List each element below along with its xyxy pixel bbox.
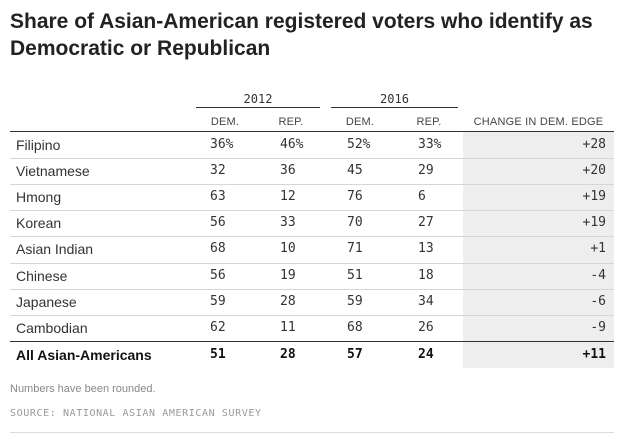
dem-2012-cell: 32 [210, 163, 226, 179]
bottom-rule [10, 432, 614, 433]
rep-2012-cell: 12 [280, 189, 296, 205]
group-header-2016: 2016 [380, 92, 409, 106]
change-cell: +28 [582, 137, 606, 152]
header-rule [10, 131, 614, 132]
group-name-cell: Filipino [16, 137, 61, 153]
change-cell: +19 [582, 189, 606, 205]
table-row: Chinese 56 19 51 18 -4 [10, 263, 614, 289]
rep-2016-cell: 13 [418, 241, 434, 257]
rep-2016-cell: 33% [418, 137, 442, 152]
dem-2016-cell: 71 [347, 241, 363, 257]
total-row: All Asian-Americans 51 28 57 24 +11 [10, 342, 614, 368]
group-underline-2012 [196, 107, 320, 108]
dem-2012-cell: 68 [210, 241, 226, 257]
group-name-cell: Vietnamese [16, 163, 90, 180]
footnote: Numbers have been rounded. [10, 383, 156, 395]
rep-2012-cell: 28 [280, 346, 296, 362]
group-name-cell: Korean [16, 215, 62, 232]
rep-2016-cell: 27 [418, 215, 434, 231]
rep-2012-cell: 11 [280, 319, 296, 335]
change-cell: -4 [590, 267, 606, 283]
rep-2016-cell: 24 [418, 346, 434, 362]
row-separator [10, 263, 614, 264]
row-separator [10, 210, 614, 211]
chart-title: Share of Asian-American registered voter… [10, 10, 593, 60]
dem-2016-cell: 57 [347, 346, 363, 362]
group-name-cell: Japanese [16, 293, 77, 310]
dem-2016-cell: 70 [347, 215, 363, 231]
total-rule [10, 341, 614, 342]
change-cell: -6 [590, 293, 606, 309]
dem-2016-cell: 68 [347, 319, 363, 335]
dem-2016-cell: 45 [347, 163, 363, 179]
table-row: Vietnamese 32 36 45 29 +20 [10, 158, 614, 184]
col-header-rep-2012: REP. [278, 116, 304, 128]
change-cell: +1 [590, 241, 606, 257]
row-separator [10, 315, 614, 316]
group-name-cell: Hmong [16, 189, 62, 206]
rep-2012-cell: 10 [280, 241, 296, 257]
rep-2016-cell: 26 [418, 319, 434, 335]
group-name-cell: Cambodian [16, 319, 88, 336]
change-cell: +11 [582, 346, 606, 362]
rep-2016-cell: 6 [418, 189, 426, 205]
group-underline-2016 [331, 107, 458, 108]
group-name-cell: Asian Indian [16, 241, 94, 258]
dem-2012-cell: 59 [210, 293, 226, 309]
dem-2012-cell: 56 [210, 215, 226, 231]
rep-2016-cell: 34 [418, 293, 434, 309]
row-separator [10, 236, 614, 237]
dem-2012-cell: 56 [210, 267, 226, 283]
table-row: Korean 56 33 70 27 +19 [10, 210, 614, 236]
group-name-cell: Chinese [16, 267, 68, 284]
col-header-rep-2016: REP. [416, 116, 442, 128]
rep-2012-cell: 36 [280, 163, 296, 179]
group-header-2012: 2012 [243, 92, 273, 106]
row-separator [10, 158, 614, 159]
rep-2012-cell: 46% [280, 137, 304, 152]
table-row: Filipino 36% 46% 52% 33% +28 [10, 132, 614, 158]
dem-2012-cell: 63 [210, 189, 226, 205]
dem-2016-cell: 52% [347, 137, 371, 152]
row-separator [10, 184, 614, 185]
group-name-cell: All Asian-Americans [16, 346, 152, 363]
dem-2012-cell: 36% [210, 137, 234, 152]
table-row: Asian Indian 68 10 71 13 +1 [10, 236, 614, 262]
change-cell: +19 [582, 215, 606, 231]
dem-2016-cell: 51 [347, 267, 363, 283]
rep-2012-cell: 28 [280, 293, 296, 309]
dem-2012-cell: 62 [210, 319, 226, 335]
table-row: Cambodian 62 11 68 26 -9 [10, 315, 614, 341]
col-header-dem-2012: DEM. [210, 116, 240, 128]
dem-2012-cell: 51 [210, 346, 226, 362]
source-line: SOURCE: NATIONAL ASIAN AMERICAN SURVEY [10, 408, 262, 419]
rep-2016-cell: 29 [418, 163, 434, 179]
col-header-dem-2016: DEM. [345, 116, 375, 128]
table-row: Hmong 63 12 76 6 +19 [10, 184, 614, 210]
change-cell: -9 [590, 319, 606, 335]
col-header-change: CHANGE IN DEM. EDGE [473, 116, 604, 128]
change-cell: +20 [582, 163, 606, 179]
dem-2016-cell: 76 [347, 189, 363, 205]
change-column-shading [463, 132, 614, 368]
table-row: Japanese 59 28 59 34 -6 [10, 289, 614, 315]
row-separator [10, 289, 614, 290]
rep-2012-cell: 33 [280, 215, 296, 231]
dem-2016-cell: 59 [347, 293, 363, 309]
rep-2012-cell: 19 [280, 267, 296, 283]
rep-2016-cell: 18 [418, 267, 434, 283]
